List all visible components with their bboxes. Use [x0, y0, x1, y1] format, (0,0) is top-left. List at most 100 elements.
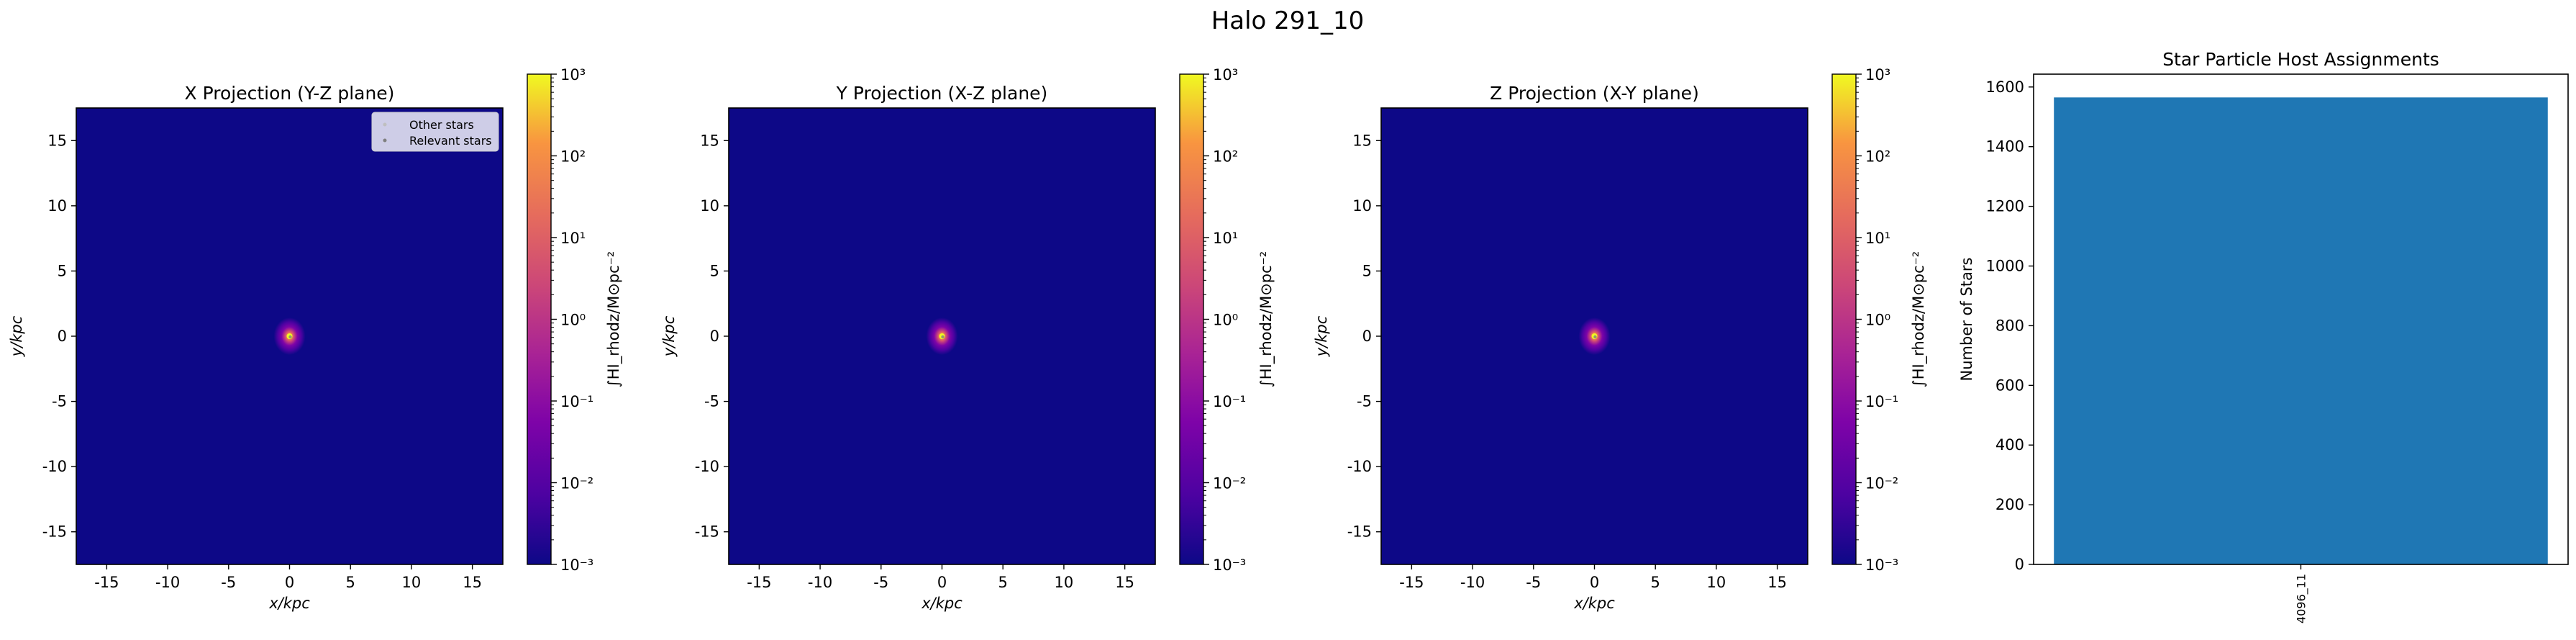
y-tick-label: -15 [1347, 523, 1372, 541]
x-tick-label: 15 [463, 574, 482, 591]
y-tick-label: -10 [695, 458, 719, 475]
colorbar [1179, 73, 1204, 565]
y-tick-label: 5 [710, 262, 719, 279]
x-tick-label: 10 [1055, 574, 1074, 591]
colorbar-tick-label: 10⁻² [1213, 475, 1246, 492]
y-tick-label: 5 [1362, 262, 1372, 279]
colorbar-tick-label: 10¹ [560, 230, 586, 247]
colorbar-tick-label: 10³ [1213, 66, 1238, 84]
x-tick-label: 5 [1651, 574, 1660, 591]
y-projection-panel: -15 -10 -5 0 5 10 15 -15 -10 -5 0 5 10 15 Y Projection… [660, 66, 1275, 612]
y-tick-label: 15 [47, 132, 67, 149]
colorbar-tick-label: 10¹ [1213, 230, 1238, 247]
y-tick-label: -15 [695, 523, 719, 541]
colorbar-tick-label: 10⁰ [1213, 312, 1238, 329]
colorbar-label: ∫HI_rhodz/M⊙pc⁻² [1910, 251, 1928, 387]
x-tick-label: -15 [94, 574, 119, 591]
colorbar-tick-label: 10⁻¹ [1865, 393, 1898, 410]
y-axis-label: y/kpc [1313, 315, 1330, 357]
x-tick-label: -10 [1460, 574, 1485, 591]
colorbar-tick-label: 10⁻¹ [560, 393, 593, 410]
colorbar-label: ∫HI_rhodz/M⊙pc⁻² [605, 251, 623, 387]
relevant-stars-points [941, 335, 945, 339]
x-tick-label: -10 [808, 574, 832, 591]
colorbar-tick-label: 10² [560, 148, 586, 166]
colorbar-tick-label: 10⁻³ [1865, 556, 1898, 574]
y-tick-label: -5 [704, 393, 719, 410]
colorbar-tick-label: 10³ [1865, 66, 1890, 84]
colorbar-label: ∫HI_rhodz/M⊙pc⁻² [1257, 251, 1275, 387]
y-tick-label: 15 [1352, 132, 1372, 149]
x-tick-label: -15 [747, 574, 771, 591]
y-tick-label: 1600 [1986, 78, 2024, 96]
x-tick-label: 5 [346, 574, 355, 591]
colorbar-tick-label: 10¹ [1865, 230, 1890, 247]
colorbar [527, 73, 552, 565]
y-tick-label: -5 [1357, 393, 1372, 410]
y-tick-label: 1000 [1986, 258, 2024, 275]
colorbar-tick-label: 10⁻³ [560, 556, 593, 574]
y-tick-label: 10 [1352, 197, 1372, 215]
colorbar-tick-label: 10³ [560, 66, 586, 84]
panel-title: X Projection (Y-Z plane) [185, 83, 395, 104]
y-tick-label: -10 [42, 458, 67, 475]
y-tick-label: 15 [700, 132, 719, 149]
colorbar-tick-label: 10⁻³ [1213, 556, 1246, 574]
x-axis-label: x/kpc [268, 595, 310, 612]
y-tick-label: 1200 [1986, 198, 2024, 215]
legend-marker [383, 138, 387, 143]
x-tick-label: 0 [1590, 574, 1599, 591]
axes-frame [2033, 73, 2569, 565]
colorbar-tick-label: 10⁻² [560, 475, 593, 492]
x-tick-label: -15 [1399, 574, 1424, 591]
y-tick-label: 800 [1995, 317, 2024, 334]
relevant-stars-points [288, 335, 292, 339]
y-tick-label: 200 [1995, 496, 2024, 513]
y-tick-label: 0 [58, 328, 67, 345]
x-tick-label: 4096_11 [2295, 574, 2309, 623]
colorbar [1831, 73, 1857, 565]
relevant-stars-points [1593, 335, 1597, 339]
x-tick-label: 15 [1115, 574, 1134, 591]
y-axis-label: y/kpc [660, 315, 678, 357]
x-tick-label: 10 [402, 574, 422, 591]
y-tick-label: 5 [58, 262, 67, 279]
x-tick-label: 10 [1707, 574, 1726, 591]
x-tick-label: -5 [873, 574, 888, 591]
y-tick-label: 1400 [1986, 138, 2024, 156]
y-tick-label: -15 [42, 523, 67, 541]
colorbar-tick-label: 10² [1865, 148, 1890, 166]
panel-title: Star Particle Host Assignments [2162, 49, 2439, 70]
y-tick-label: 400 [1995, 436, 2024, 454]
y-tick-label: 600 [1995, 377, 2024, 394]
bar [2054, 97, 2548, 564]
x-axis-label: x/kpc [921, 595, 962, 612]
y-tick-label: -10 [1347, 458, 1372, 475]
colorbar-tick-label: 10⁰ [1865, 312, 1890, 329]
x-tick-label: 0 [937, 574, 947, 591]
y-tick-label: -5 [52, 393, 67, 410]
x-axis-label: x/kpc [1573, 595, 1615, 612]
panel-title: Y Projection (X-Z plane) [836, 83, 1048, 104]
x-tick-label: 0 [285, 574, 294, 591]
host-assignments-bar-panel: 4096_11 0 200 400 600 800 1000 1200 1400 1600 Star… [1958, 49, 2569, 623]
y-tick-label: 10 [47, 197, 67, 215]
y-tick-label: 0 [1362, 328, 1372, 345]
y-tick-label: 10 [700, 197, 719, 215]
x-tick-label: 5 [998, 574, 1008, 591]
y-tick-label: 0 [2015, 556, 2024, 573]
y-axis-label: y/kpc [8, 315, 25, 357]
x-tick-label: -10 [155, 574, 180, 591]
y-tick-label: 0 [710, 328, 719, 345]
colorbar-tick-label: 10⁻¹ [1213, 393, 1246, 410]
legend-box [371, 112, 499, 152]
x-tick-label: 15 [1767, 574, 1787, 591]
legend-marker [383, 122, 387, 127]
panel-title: Z Projection (X-Y plane) [1490, 83, 1699, 104]
y-axis-label: Number of Stars [1958, 258, 1975, 382]
legend-entry-label: Other stars [409, 118, 474, 132]
figure-suptitle: Halo 291_10 [1211, 6, 1365, 35]
colorbar-tick-label: 10⁰ [560, 312, 586, 329]
x-projection-panel: -15 -10 -5 0 5 10 15 -15 -10 -5 0 5 10 15 X Projection… [8, 66, 623, 612]
legend-entry-label: Relevant stars [409, 134, 492, 148]
